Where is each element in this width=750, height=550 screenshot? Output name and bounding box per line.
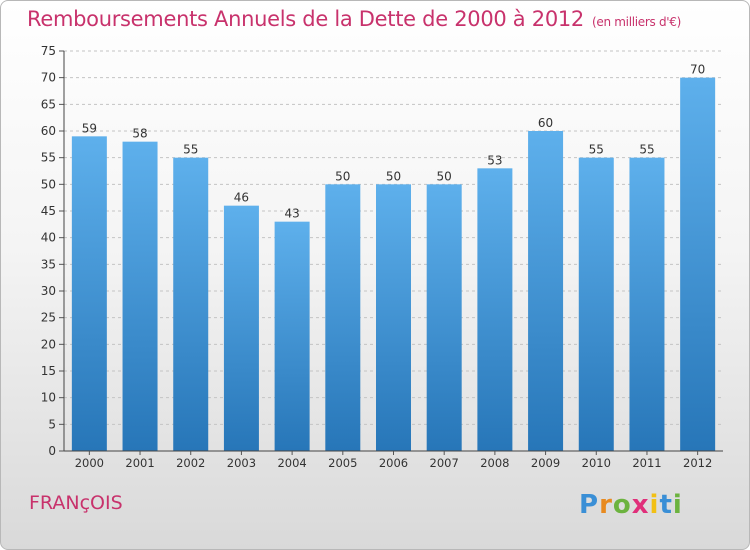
bar-value-label: 53 [487, 153, 502, 167]
bar-value-label: 55 [639, 143, 654, 157]
bar-value-label: 43 [284, 207, 299, 221]
bar-2002 [173, 157, 209, 451]
commune-name: FRANçOIS [29, 492, 123, 514]
x-tick-label: 2006 [379, 456, 408, 470]
bar-2012 [680, 77, 716, 452]
x-tick-label: 2001 [125, 456, 154, 470]
x-tick-label: 2011 [632, 456, 661, 470]
y-tick-label: 15 [41, 364, 56, 378]
x-tick-label: 2003 [227, 456, 256, 470]
x-tick-label: 2012 [683, 456, 712, 470]
bar-value-label: 60 [538, 116, 553, 130]
bar-value-label: 55 [589, 143, 604, 157]
bar-2008 [477, 168, 513, 452]
bar-value-label: 50 [386, 169, 401, 183]
bar-2004 [274, 221, 310, 451]
chart-subtitle: (en milliers d'€) [592, 15, 682, 29]
bar-2000 [71, 136, 107, 452]
x-tick-label: 2009 [531, 456, 560, 470]
chart-title-text: Remboursements Annuels de la Dette de 20… [27, 7, 584, 31]
logo-letter: o [612, 490, 632, 520]
x-tick-label: 2010 [582, 456, 611, 470]
y-tick-label: 5 [48, 417, 56, 431]
y-tick-label: 55 [41, 151, 56, 165]
bar-value-label: 50 [437, 169, 452, 183]
bar-2011 [629, 157, 665, 451]
x-tick-label: 2000 [75, 456, 104, 470]
x-axis: 2000 2001 2002 2003 2004 2005 2006 2007 2008 2009… [64, 450, 723, 470]
logo-letter: r [599, 490, 613, 520]
y-tick-label: 50 [41, 177, 56, 191]
bar-2010 [578, 157, 614, 451]
y-tick-label: 35 [41, 257, 56, 271]
y-tick-label: 60 [41, 124, 56, 138]
y-tick-label: 75 [41, 44, 56, 58]
bar-2007 [426, 184, 462, 452]
bar-value-label: 55 [183, 143, 198, 157]
bar-2009 [528, 131, 564, 451]
bar-value-label: 58 [132, 127, 147, 141]
y-tick-label: 40 [41, 231, 56, 245]
y-tick-label: 30 [41, 284, 56, 298]
proxiti-logo: Proxiti [579, 490, 683, 520]
logo-letter: i [672, 490, 683, 520]
x-tick-label: 2008 [480, 456, 509, 470]
logo-letter: P [579, 490, 600, 520]
logo-letter: x [631, 490, 650, 520]
bar-value-label: 70 [690, 63, 705, 77]
x-tick-label: 2004 [277, 456, 306, 470]
logo-letter: i [649, 490, 660, 520]
y-tick-label: 10 [41, 391, 56, 405]
bar-value-label: 59 [82, 121, 97, 135]
logo-letter: t [659, 490, 673, 520]
y-tick-label: 25 [41, 311, 56, 325]
y-tick-label: 45 [41, 204, 56, 218]
bar-2006 [376, 184, 411, 452]
bar-2001 [122, 141, 158, 451]
chart-title: Remboursements Annuels de la Dette de 20… [27, 7, 681, 31]
y-tick-label: 20 [41, 337, 56, 351]
x-tick-label: 2002 [176, 456, 205, 470]
y-axis: 0 5 10 15 20 25 30 35 40 45 50 55 60 65 70 75 [41, 44, 65, 458]
y-tick-label: 65 [41, 97, 56, 111]
x-tick-label: 2007 [430, 456, 459, 470]
bar-2005 [325, 184, 361, 452]
bar-value-label: 46 [234, 191, 249, 205]
bar-value-label: 50 [335, 169, 350, 183]
y-tick-label: 70 [41, 71, 56, 85]
x-tick-label: 2005 [328, 456, 357, 470]
bar-2003 [223, 205, 259, 451]
bars: 59 58 55 46 43 50 50 50 53 60 55 55 70 [71, 63, 716, 452]
y-tick-label: 0 [48, 444, 56, 458]
